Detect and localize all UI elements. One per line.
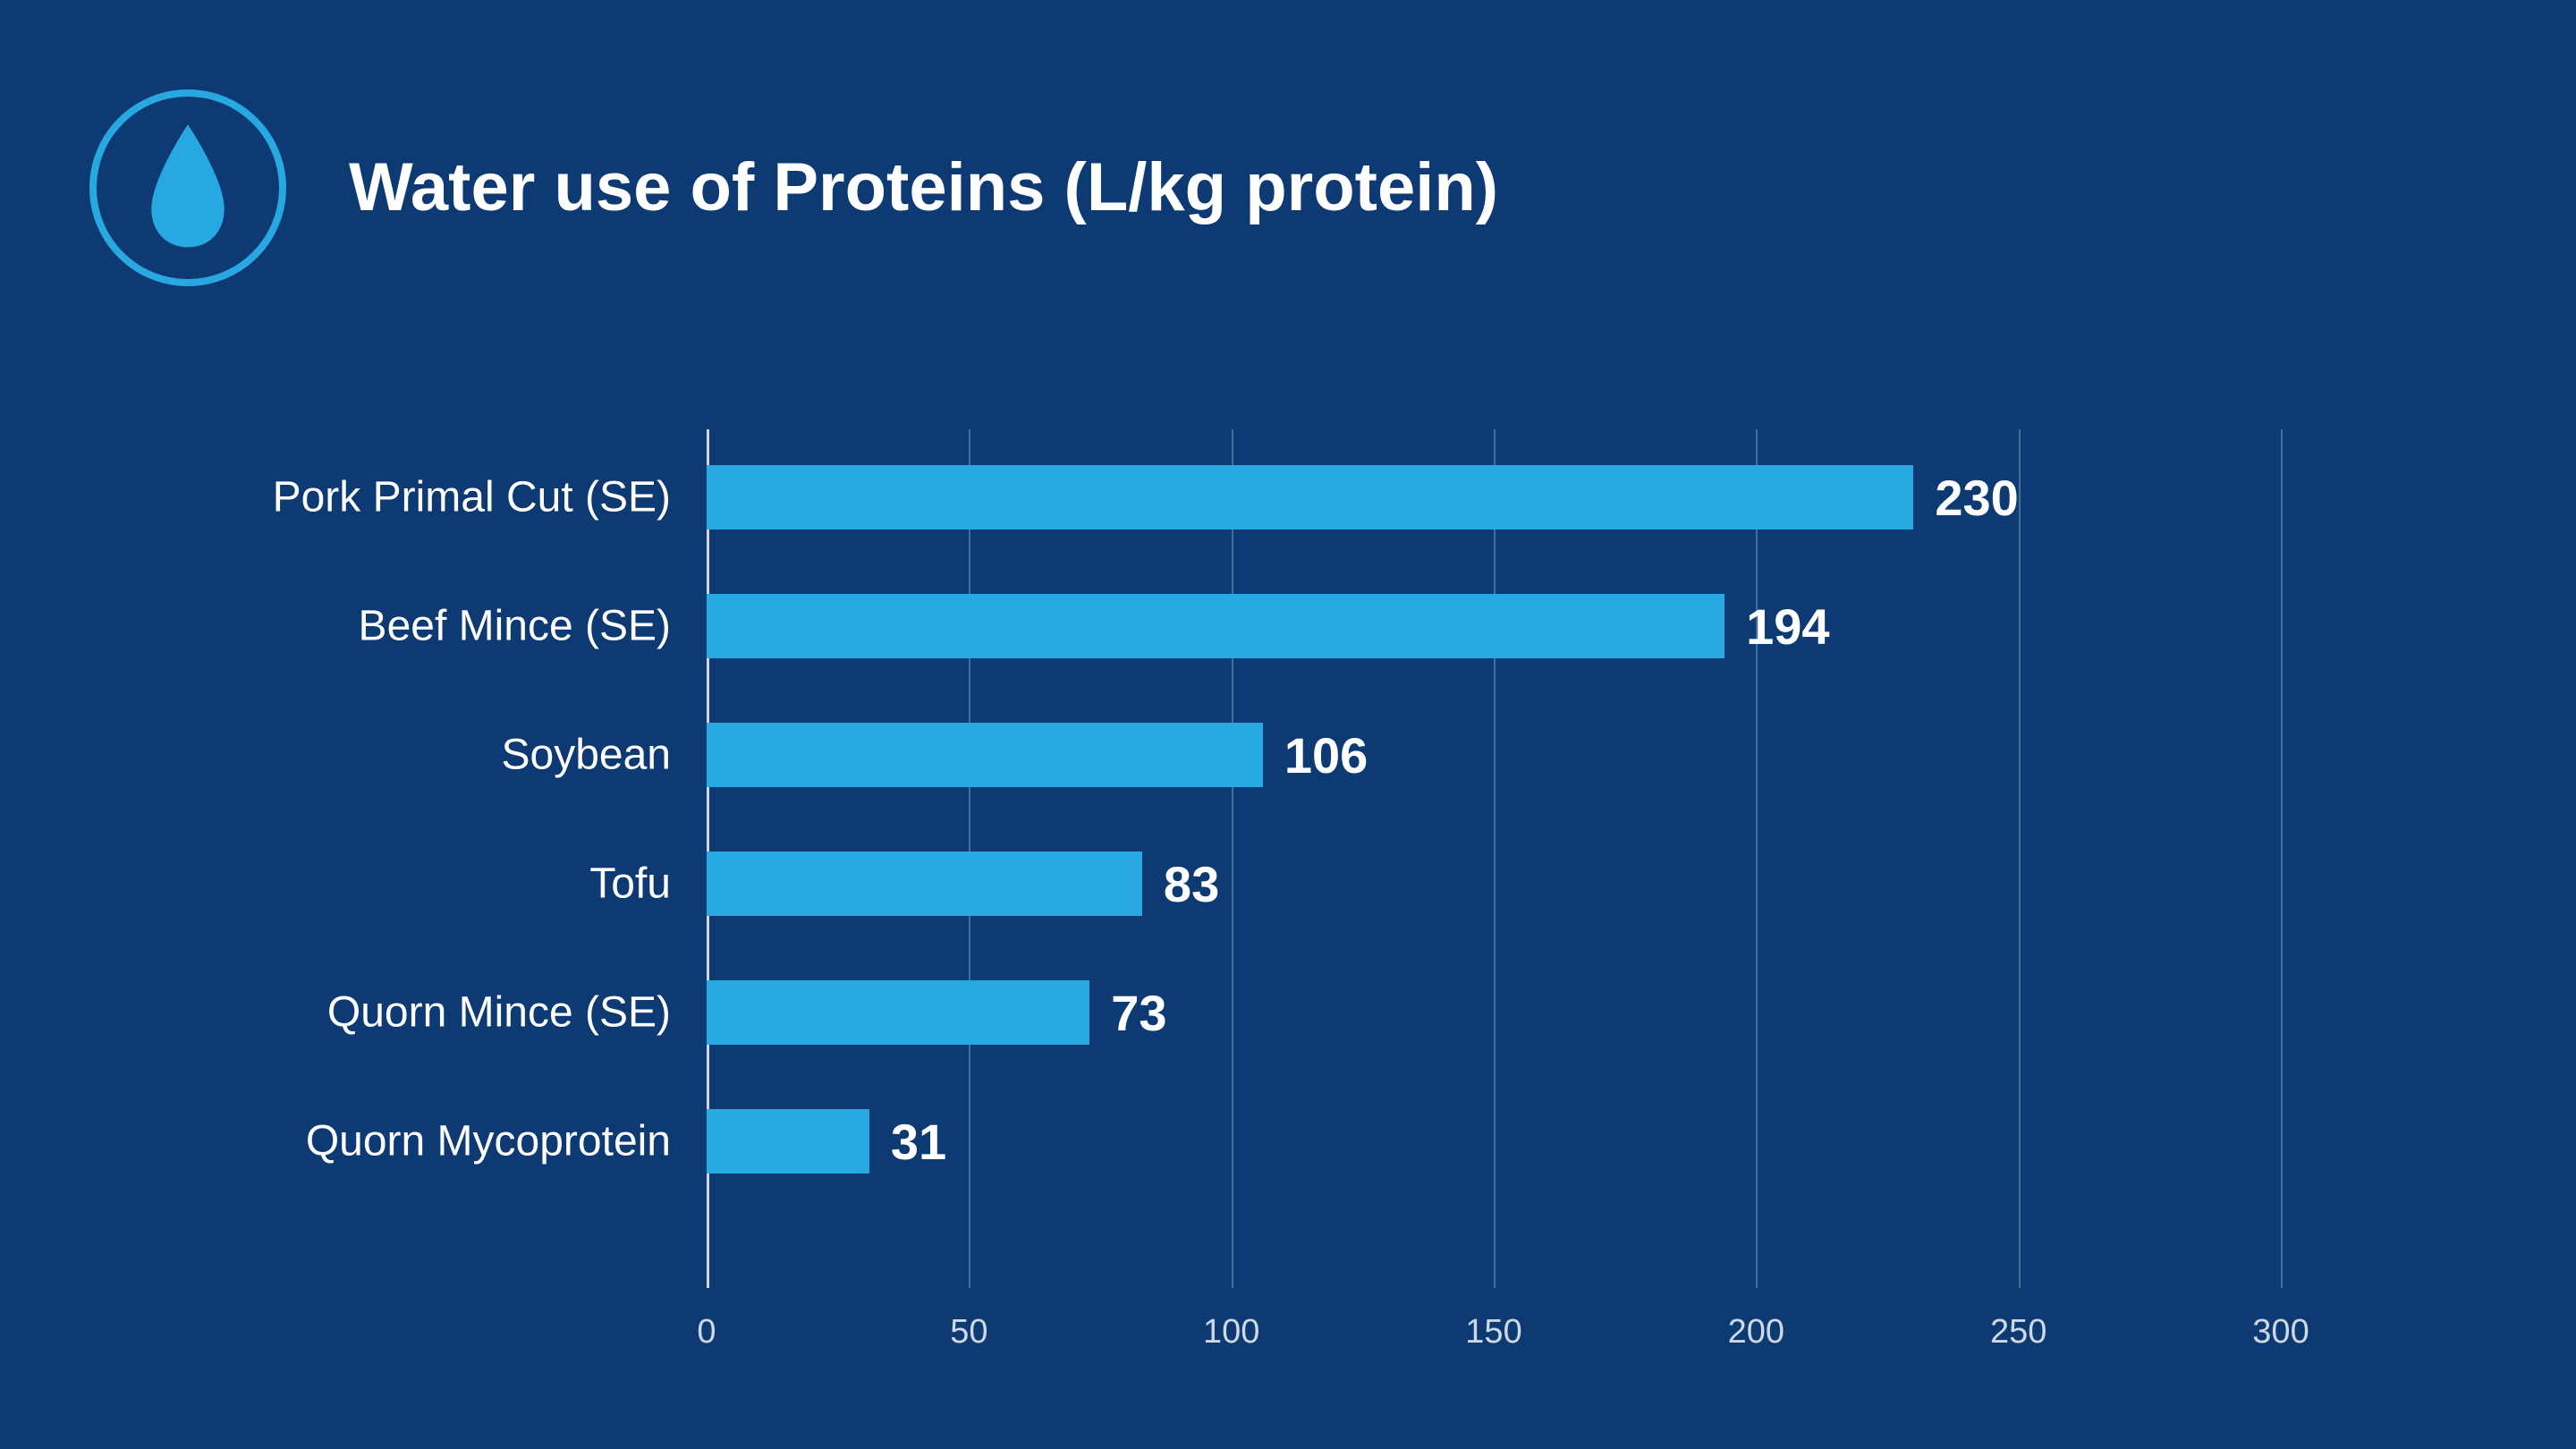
- category-label: Beef Mince (SE): [359, 602, 671, 651]
- value-label: 230: [1935, 469, 2018, 527]
- x-tick-label: 0: [697, 1313, 716, 1352]
- category-label: Pork Primal Cut (SE): [273, 473, 671, 522]
- header: Water use of Proteins (L/kg protein): [89, 89, 2487, 286]
- bar-row: 73: [707, 980, 2281, 1045]
- bar: [707, 1109, 869, 1174]
- category-label: Quorn Mycoprotein: [306, 1117, 671, 1166]
- value-label: 31: [891, 1113, 946, 1171]
- x-tick-label: 250: [1990, 1313, 2046, 1352]
- x-tick-label: 200: [1728, 1313, 1784, 1352]
- value-label: 106: [1284, 726, 1368, 784]
- bar-row: 31: [707, 1109, 2281, 1174]
- gridline: [2281, 429, 2283, 1288]
- value-label: 83: [1164, 855, 1219, 913]
- bar-row: 230: [707, 465, 2281, 530]
- plot-area: 050100150200250300Pork Primal Cut (SE)23…: [707, 429, 2281, 1234]
- bar: [707, 465, 1913, 530]
- category-label: Quorn Mince (SE): [327, 988, 671, 1038]
- bar-row: 106: [707, 723, 2281, 787]
- water-drop-icon: [89, 89, 286, 286]
- chart-title: Water use of Proteins (L/kg protein): [349, 150, 1498, 225]
- bar-row: 83: [707, 852, 2281, 916]
- bar: [707, 594, 1724, 658]
- x-tick-label: 100: [1203, 1313, 1259, 1352]
- x-tick-label: 150: [1465, 1313, 1521, 1352]
- bar-row: 194: [707, 594, 2281, 658]
- x-tick-label: 50: [950, 1313, 987, 1352]
- category-label: Soybean: [502, 731, 672, 780]
- value-label: 194: [1746, 597, 1829, 656]
- bar: [707, 980, 1089, 1045]
- drop-path: [151, 124, 224, 247]
- category-label: Tofu: [589, 860, 671, 909]
- drop-svg: [139, 121, 237, 255]
- value-label: 73: [1111, 984, 1166, 1042]
- slide: Water use of Proteins (L/kg protein) 050…: [0, 0, 2576, 1449]
- bar: [707, 852, 1142, 916]
- bar: [707, 723, 1263, 787]
- x-tick-label: 300: [2252, 1313, 2309, 1352]
- bar-chart: 050100150200250300Pork Primal Cut (SE)23…: [707, 429, 2281, 1234]
